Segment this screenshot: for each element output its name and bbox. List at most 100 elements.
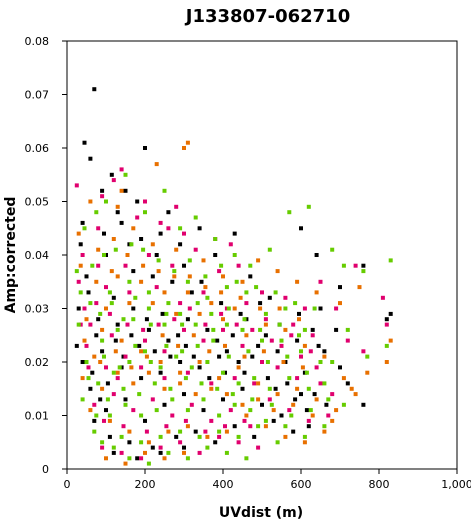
data-point [209, 381, 214, 386]
data-point [139, 279, 144, 284]
data-point [96, 317, 101, 322]
data-point [265, 376, 270, 381]
data-point [185, 140, 190, 145]
data-point [322, 429, 327, 434]
data-point [219, 290, 224, 295]
data-point [205, 434, 210, 439]
x-tick-label: 0 [64, 478, 71, 491]
data-point [299, 392, 303, 397]
data-point [172, 269, 177, 274]
data-point [258, 301, 263, 306]
data-point [279, 413, 284, 418]
data-point [203, 285, 208, 290]
data-point [152, 381, 157, 386]
data-point [121, 317, 126, 322]
data-point [185, 290, 190, 295]
data-point [205, 445, 210, 450]
data-point [131, 226, 136, 231]
data-point [238, 295, 243, 300]
data-point [304, 408, 309, 413]
y-tick-label: 0.02 [25, 356, 50, 369]
y-tick-label: 0.07 [25, 89, 50, 102]
data-point [287, 376, 292, 381]
data-point [104, 408, 108, 413]
data-point [176, 343, 181, 348]
data-point [308, 408, 313, 413]
data-point [129, 333, 134, 338]
data-point [107, 434, 112, 439]
data-point [187, 274, 192, 279]
data-point [185, 408, 190, 413]
data-point [164, 424, 169, 429]
data-point [388, 311, 393, 316]
data-point [104, 456, 108, 461]
data-point [195, 343, 200, 348]
data-point [297, 333, 301, 338]
data-point [76, 322, 81, 327]
data-point [123, 263, 128, 268]
data-point [287, 408, 292, 413]
data-point [318, 381, 323, 386]
data-point [277, 306, 282, 311]
data-point [84, 360, 89, 364]
data-point [123, 188, 128, 193]
data-point [224, 322, 229, 327]
data-point [189, 365, 194, 370]
data-point [183, 343, 188, 348]
data-point [143, 418, 147, 423]
data-point [182, 327, 186, 332]
data-point [74, 343, 79, 348]
data-point [295, 279, 300, 284]
data-point [105, 397, 110, 402]
data-point [306, 204, 311, 209]
data-point [119, 338, 124, 343]
data-point [135, 215, 140, 220]
data-point [271, 408, 276, 413]
data-point [283, 327, 288, 332]
data-point [100, 349, 105, 354]
data-point [84, 343, 89, 348]
data-point [263, 322, 268, 327]
data-point [365, 354, 370, 359]
data-point [127, 279, 132, 284]
data-point [318, 279, 323, 284]
data-point [302, 306, 307, 311]
data-point [78, 242, 83, 247]
data-point [293, 397, 298, 402]
data-point [178, 440, 183, 445]
data-point [267, 247, 272, 252]
data-point [232, 253, 237, 257]
x-tick-label: 800 [369, 478, 390, 491]
data-point [384, 360, 389, 364]
data-point [248, 424, 253, 429]
data-point [205, 327, 210, 332]
data-point [174, 247, 179, 252]
data-point [123, 397, 128, 402]
data-point [341, 376, 346, 381]
data-point [178, 429, 183, 434]
data-point [143, 210, 147, 215]
data-point [209, 386, 214, 391]
data-point [197, 434, 202, 439]
data-point [96, 226, 101, 231]
data-point [263, 418, 268, 423]
data-point [314, 290, 319, 295]
data-point [219, 311, 224, 316]
data-point [207, 376, 212, 381]
data-point [330, 247, 335, 252]
data-point [115, 210, 120, 215]
data-point [353, 263, 358, 268]
data-point [162, 456, 167, 461]
data-point [361, 263, 366, 268]
data-point [158, 360, 163, 364]
data-point [338, 301, 342, 306]
data-point [185, 370, 190, 375]
data-point [162, 188, 167, 193]
data-point [88, 408, 93, 413]
data-point [199, 381, 204, 386]
data-point [244, 413, 249, 418]
data-point [162, 402, 167, 407]
data-point [125, 322, 130, 327]
data-point [213, 253, 218, 257]
